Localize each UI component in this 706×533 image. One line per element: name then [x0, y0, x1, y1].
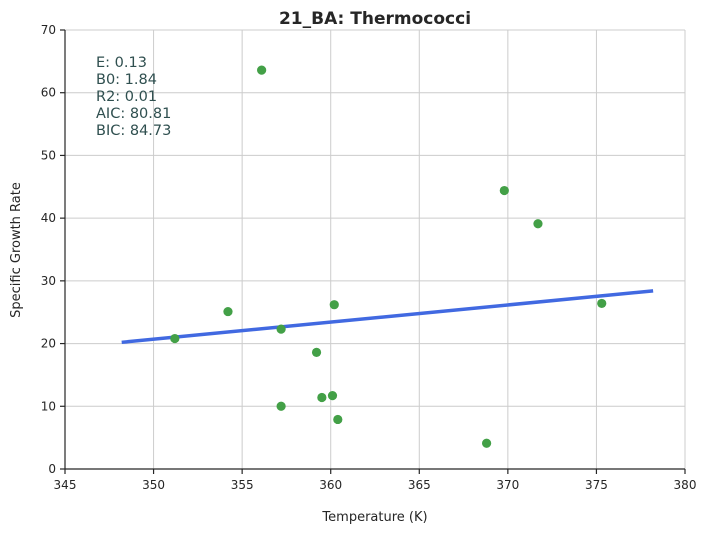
y-tick-label: 0	[48, 462, 56, 476]
fit-statistics: E: 0.13 B0: 1.84 R2: 0.01 AIC: 80.81 BIC…	[96, 55, 171, 139]
x-tick-label: 375	[585, 478, 608, 492]
annotation-b0: B0: 1.84	[96, 72, 157, 88]
data-point	[276, 324, 286, 334]
fit-line-group	[121, 289, 654, 345]
y-tick-label: 50	[41, 148, 56, 162]
annotation-e: E: 0.13	[96, 55, 147, 71]
data-point	[311, 347, 322, 357]
axes	[64, 30, 685, 470]
data-point	[257, 65, 267, 75]
x-tick-label: 355	[231, 478, 254, 492]
y-tick-label: 70	[41, 23, 56, 37]
data-point	[482, 438, 492, 448]
data-point	[170, 333, 180, 344]
y-tick-label: 20	[41, 337, 56, 351]
x-tick-label: 365	[408, 478, 431, 492]
fit-line	[121, 289, 654, 345]
annotation-bic: BIC: 84.73	[96, 123, 171, 139]
data-points	[170, 65, 607, 448]
data-point	[333, 414, 343, 425]
x-tick-label: 380	[674, 478, 697, 492]
grid	[65, 29, 686, 469]
data-point	[533, 219, 543, 229]
data-point	[276, 401, 286, 411]
data-point	[597, 298, 607, 309]
data-point	[317, 392, 327, 403]
y-tick-label: 30	[41, 274, 56, 288]
x-tick-label: 360	[319, 478, 342, 492]
x-tick-label: 345	[54, 478, 77, 492]
data-point	[329, 300, 339, 310]
ticks: 345 350 355 360 365 370 375 380 0 10 20 30 40 50 60 70	[41, 23, 697, 492]
annotation-r2: R2: 0.01	[96, 89, 157, 105]
x-tick-label: 370	[496, 478, 519, 492]
y-tick-label: 40	[41, 211, 56, 225]
y-axis-label: Specific Growth Rate	[9, 182, 24, 318]
y-tick-label: 60	[41, 86, 56, 100]
data-point	[223, 306, 233, 317]
y-tick-label: 10	[41, 399, 56, 413]
annotation-aic: AIC: 80.81	[96, 106, 171, 122]
data-point	[327, 391, 338, 401]
x-tick-label: 350	[142, 478, 165, 492]
data-point	[499, 185, 509, 196]
x-axis-label: Temperature (K)	[321, 510, 427, 525]
chart-title: 21_BA: Thermococci	[279, 9, 471, 29]
